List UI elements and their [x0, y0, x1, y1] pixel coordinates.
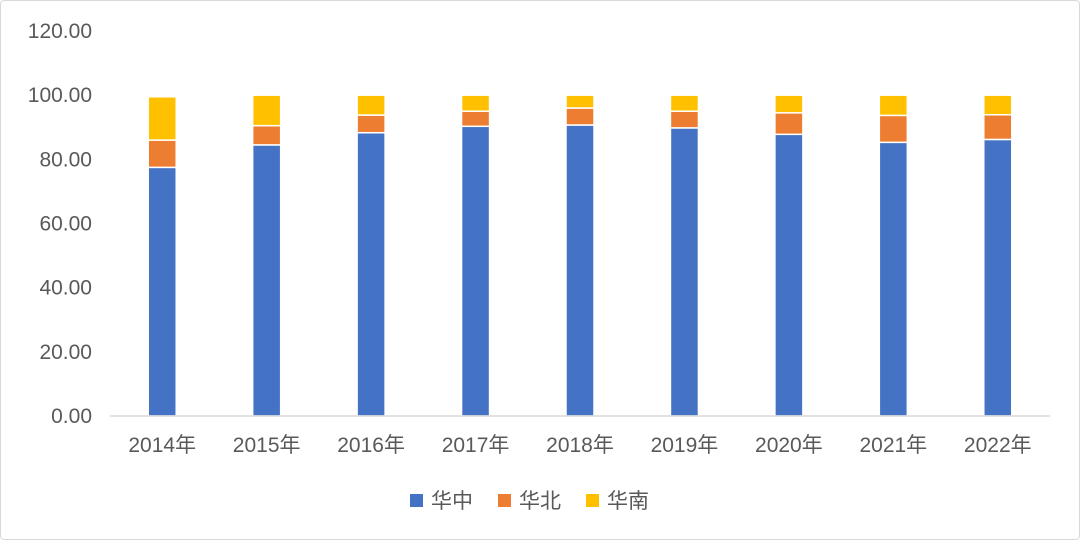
y-tick-label: 40.00: [39, 277, 92, 300]
legend-label-3: 华南: [607, 490, 649, 513]
x-tick-label: 2021年: [859, 434, 927, 457]
bar-segment-3: [565, 94, 595, 109]
x-tick-label: 2019年: [651, 434, 719, 457]
bar-segment-3: [356, 94, 386, 116]
bar-segment-3: [774, 94, 804, 114]
bar-segment-2: [251, 124, 282, 146]
legend-label-2: 华北: [519, 490, 561, 513]
bar-segment-1: [460, 125, 491, 417]
legend: 华中 华北 华南: [410, 490, 649, 513]
bar-segment-1: [565, 124, 595, 417]
x-tick-label: 2015年: [233, 434, 301, 457]
bar-segment-3: [147, 96, 177, 141]
x-tick-label: 2016年: [337, 434, 405, 457]
bar-segment-2: [669, 110, 700, 129]
y-tick-label: 80.00: [39, 148, 92, 171]
bar-segment-3: [878, 94, 909, 117]
bar-segment-3: [669, 94, 700, 112]
x-tick-label: 2022年: [964, 434, 1032, 457]
legend-label-1: 华中: [431, 490, 473, 513]
bar-segment-1: [878, 141, 909, 417]
legend-swatch-2: [498, 494, 511, 507]
x-axis: 2014年 2015年 2016年 2017年 2018年 2019年 2020年 2021年…: [128, 434, 1031, 457]
bar-segment-2: [774, 112, 804, 136]
y-tick-label: 100.00: [28, 84, 92, 107]
bar-segment-1: [251, 144, 282, 417]
bar-segment-1: [774, 133, 804, 417]
bar-segment-1: [669, 127, 700, 417]
y-axis: 0.00 20.00 40.00 60.00 80.00 100.00 120.00: [28, 20, 92, 428]
y-tick-label: 120.00: [28, 20, 92, 43]
bar-segment-2: [878, 114, 909, 144]
bar-segment-2: [147, 139, 177, 169]
bars-group: [147, 94, 1013, 417]
bar-segment-2: [565, 107, 595, 126]
bar-segment-1: [147, 166, 177, 417]
bar-segment-2: [983, 113, 1013, 141]
bar-segment-2: [460, 110, 491, 128]
bar-segment-2: [356, 114, 386, 134]
bar-segment-3: [460, 94, 491, 112]
bar-segment-1: [983, 138, 1013, 417]
bar-segment-1: [356, 131, 386, 417]
x-tick-label: 2018年: [546, 434, 614, 457]
x-tick-label: 2014年: [128, 434, 196, 457]
legend-swatch-3: [586, 494, 599, 507]
y-tick-label: 60.00: [39, 213, 92, 236]
legend-swatch-1: [410, 494, 423, 507]
y-tick-label: 20.00: [39, 341, 92, 364]
x-tick-label: 2020年: [755, 434, 823, 457]
bar-segment-3: [251, 94, 282, 127]
bar-segment-3: [983, 94, 1013, 116]
y-tick-label: 0.00: [51, 405, 92, 428]
x-tick-label: 2017年: [442, 434, 510, 457]
